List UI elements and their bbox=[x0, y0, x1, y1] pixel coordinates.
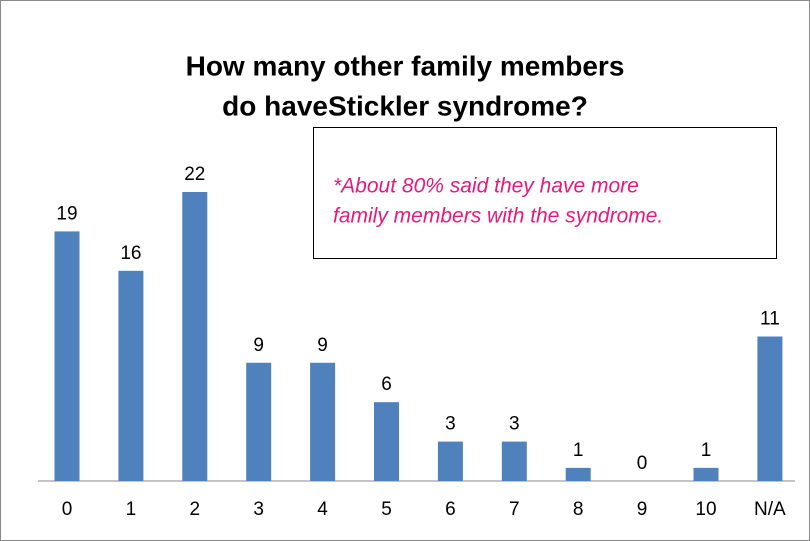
bar bbox=[437, 441, 463, 481]
bar bbox=[310, 362, 336, 481]
x-tick-label: 10 bbox=[695, 499, 716, 520]
bar bbox=[54, 231, 80, 481]
x-tick-label: 7 bbox=[509, 499, 520, 520]
value-label: 11 bbox=[760, 309, 780, 330]
bar bbox=[693, 467, 719, 481]
value-label: 9 bbox=[253, 335, 264, 356]
annotation-box bbox=[313, 127, 777, 259]
x-tick-label: 1 bbox=[126, 499, 137, 520]
value-label: 1 bbox=[701, 440, 712, 461]
bar bbox=[757, 336, 783, 481]
bar bbox=[118, 270, 144, 481]
bar bbox=[246, 362, 272, 481]
value-label: 3 bbox=[509, 414, 520, 435]
x-tick-label: N/A bbox=[754, 499, 786, 520]
x-tick-label: 6 bbox=[445, 499, 456, 520]
bar bbox=[501, 441, 527, 481]
annotation: *About 80% said they have more bbox=[333, 175, 639, 198]
value-label: 6 bbox=[381, 374, 392, 395]
value-label: 9 bbox=[317, 335, 328, 356]
bar bbox=[565, 467, 591, 481]
bar bbox=[374, 402, 399, 481]
x-tick-label: 3 bbox=[253, 499, 264, 520]
value-label: 3 bbox=[445, 414, 456, 435]
x-tick-label: 0 bbox=[62, 499, 73, 520]
chart-title: do haveStickler syndrome? bbox=[222, 90, 588, 121]
x-tick-label: 8 bbox=[573, 499, 584, 520]
annotation: family members with the syndrome. bbox=[333, 205, 663, 228]
x-tick-label: 4 bbox=[317, 499, 328, 520]
value-label: 0 bbox=[637, 453, 648, 474]
value-label: 1 bbox=[573, 440, 584, 461]
bar bbox=[182, 192, 208, 481]
value-label: 16 bbox=[120, 243, 141, 264]
chart-title: How many other family members bbox=[186, 50, 625, 81]
value-label: 22 bbox=[184, 164, 205, 185]
x-tick-label: 2 bbox=[190, 499, 201, 520]
x-tick-label: 5 bbox=[381, 499, 392, 520]
value-label: 19 bbox=[56, 203, 77, 224]
x-tick-label: 9 bbox=[637, 499, 648, 520]
